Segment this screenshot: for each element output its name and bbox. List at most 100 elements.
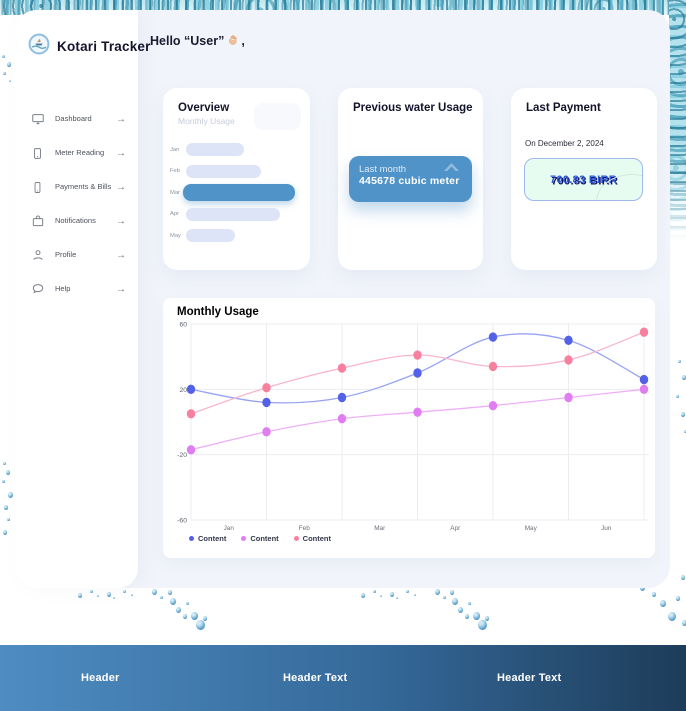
sidebar-item-payments-bills[interactable]: Payments & Bills → (15, 172, 138, 202)
user-icon (31, 248, 45, 262)
monitor-icon (31, 112, 45, 126)
water-texture-right (669, 0, 686, 240)
x-tick-label: Jun (601, 525, 612, 532)
arrow-right-icon: → (116, 283, 126, 295)
bar-label: Apr (170, 211, 180, 218)
legend-label: Content (302, 534, 331, 543)
x-tick-label: Apr (450, 525, 461, 532)
sidebar: Kotari Tracker Dashboard → Meter Reading → P… (15, 10, 150, 588)
series-2 (186, 327, 649, 419)
data-point (564, 392, 573, 403)
bar (186, 207, 281, 221)
data-point (186, 445, 196, 455)
sidebar-item-meter-reading[interactable]: Meter Reading → (15, 138, 138, 168)
legend-item-0: Content (189, 534, 226, 543)
bar-track (186, 164, 298, 178)
footer-label-1: Header Text (283, 672, 348, 684)
bar-row-may: May (163, 225, 310, 247)
bar (186, 229, 236, 243)
arrow-right-icon: → (116, 181, 126, 193)
data-point (564, 335, 573, 346)
sidebar-item-label: Help (55, 284, 71, 294)
monthly-usage-line-chart: 60 20 -20 -60 Jan Feb Mar Apr May Jun (177, 322, 649, 532)
greeting-text: Hello “User” (150, 34, 225, 48)
footer-label-2: Header Text (497, 672, 562, 684)
overview-range-selector[interactable] (254, 103, 301, 130)
data-point (262, 427, 271, 437)
x-tick-label: Mar (374, 525, 386, 532)
overview-card-subtitle: Monthly Usage (178, 116, 235, 126)
legend-label: Content (250, 534, 279, 543)
series-line (190, 388, 645, 451)
bag-icon (31, 214, 45, 228)
series-line (190, 333, 645, 404)
legend-item-1: Content (241, 534, 279, 543)
legend-item-2: Content (293, 534, 331, 543)
sidebar-nav: Dashboard → Meter Reading → Payments & Bills… (15, 104, 138, 304)
last-payment-date: On December 2, 2024 (525, 139, 604, 148)
data-point (488, 361, 498, 372)
monthly-usage-chart-card: Monthly Usage 60 20 -20 -60 Jan Feb Mar Apr May J… (163, 298, 655, 558)
waving-hand-icon (226, 34, 239, 48)
last-month-label: Last month (359, 164, 406, 175)
bar-row-jan: Jan (163, 139, 310, 161)
footer: Header Header Text Header Text (0, 645, 686, 711)
bar-track (186, 207, 298, 221)
monthly-usage-chart-title: Monthly Usage (177, 306, 259, 318)
legend-dot (241, 536, 247, 541)
brand: Kotari Tracker (15, 10, 150, 60)
last-payment-card: Last Payment On December 2, 2024 700.83 … (511, 88, 657, 270)
arrow-right-icon: → (116, 113, 126, 125)
greeting: Hello “User”, (150, 34, 670, 48)
data-point (337, 414, 347, 424)
phone-icon (31, 180, 45, 194)
series-line (190, 331, 645, 415)
previous-usage-card: Previous water Usage Last month 445678 c… (338, 88, 483, 270)
summary-cards-row: Overview Monthly Usage Jan Feb Mar Apr May P… (163, 88, 657, 270)
data-point (262, 397, 271, 408)
data-point (488, 400, 498, 411)
dashboard-panel: Kotari Tracker Dashboard → Meter Reading → P… (15, 10, 670, 588)
bar-label: Feb (170, 168, 180, 175)
legend-dot (189, 536, 194, 541)
data-point (564, 355, 573, 365)
sidebar-item-label: Dashboard (55, 114, 92, 124)
sidebar-item-profile[interactable]: Profile → (15, 240, 138, 270)
data-point (488, 332, 498, 342)
sidebar-item-label: Notifications (55, 216, 96, 226)
data-point (639, 374, 649, 385)
data-point (186, 409, 196, 419)
data-point (639, 384, 649, 395)
y-tick-label: 60 (179, 322, 187, 329)
data-point (186, 384, 196, 395)
data-point (639, 327, 649, 337)
arrow-right-icon: → (116, 215, 126, 227)
bar (186, 164, 262, 178)
overview-bar-chart: Jan Feb Mar Apr May (163, 139, 310, 247)
bar-row-mar: Mar (163, 182, 310, 204)
arrow-right-icon: → (116, 249, 126, 261)
previous-usage-title: Previous water Usage (353, 102, 473, 114)
footer-label-0: Header (81, 672, 120, 684)
overview-card: Overview Monthly Usage Jan Feb Mar Apr May (163, 88, 310, 270)
sidebar-item-help[interactable]: Help → (15, 274, 138, 304)
data-point (337, 363, 347, 373)
sidebar-item-dashboard[interactable]: Dashboard → (15, 104, 138, 134)
legend-dot (293, 536, 299, 541)
bar-track (183, 184, 298, 202)
bar-track (186, 143, 298, 157)
bar (183, 184, 295, 202)
x-tick-label: Jan (224, 525, 235, 532)
x-tick-label: Feb (299, 525, 310, 532)
last-month-value: 445678 cubic meter (359, 175, 460, 187)
last-month-usage-box[interactable]: Last month 445678 cubic meter (349, 156, 472, 202)
legend-label: Content (198, 534, 227, 543)
y-tick-label: -20 (177, 452, 187, 459)
app-title: Kotari Tracker (57, 39, 151, 54)
last-payment-amount: 700.83 BIRR (550, 173, 617, 186)
series-1 (186, 384, 649, 455)
series-0 (186, 332, 649, 408)
data-point (262, 383, 271, 393)
sidebar-item-notifications[interactable]: Notifications → (15, 206, 138, 236)
